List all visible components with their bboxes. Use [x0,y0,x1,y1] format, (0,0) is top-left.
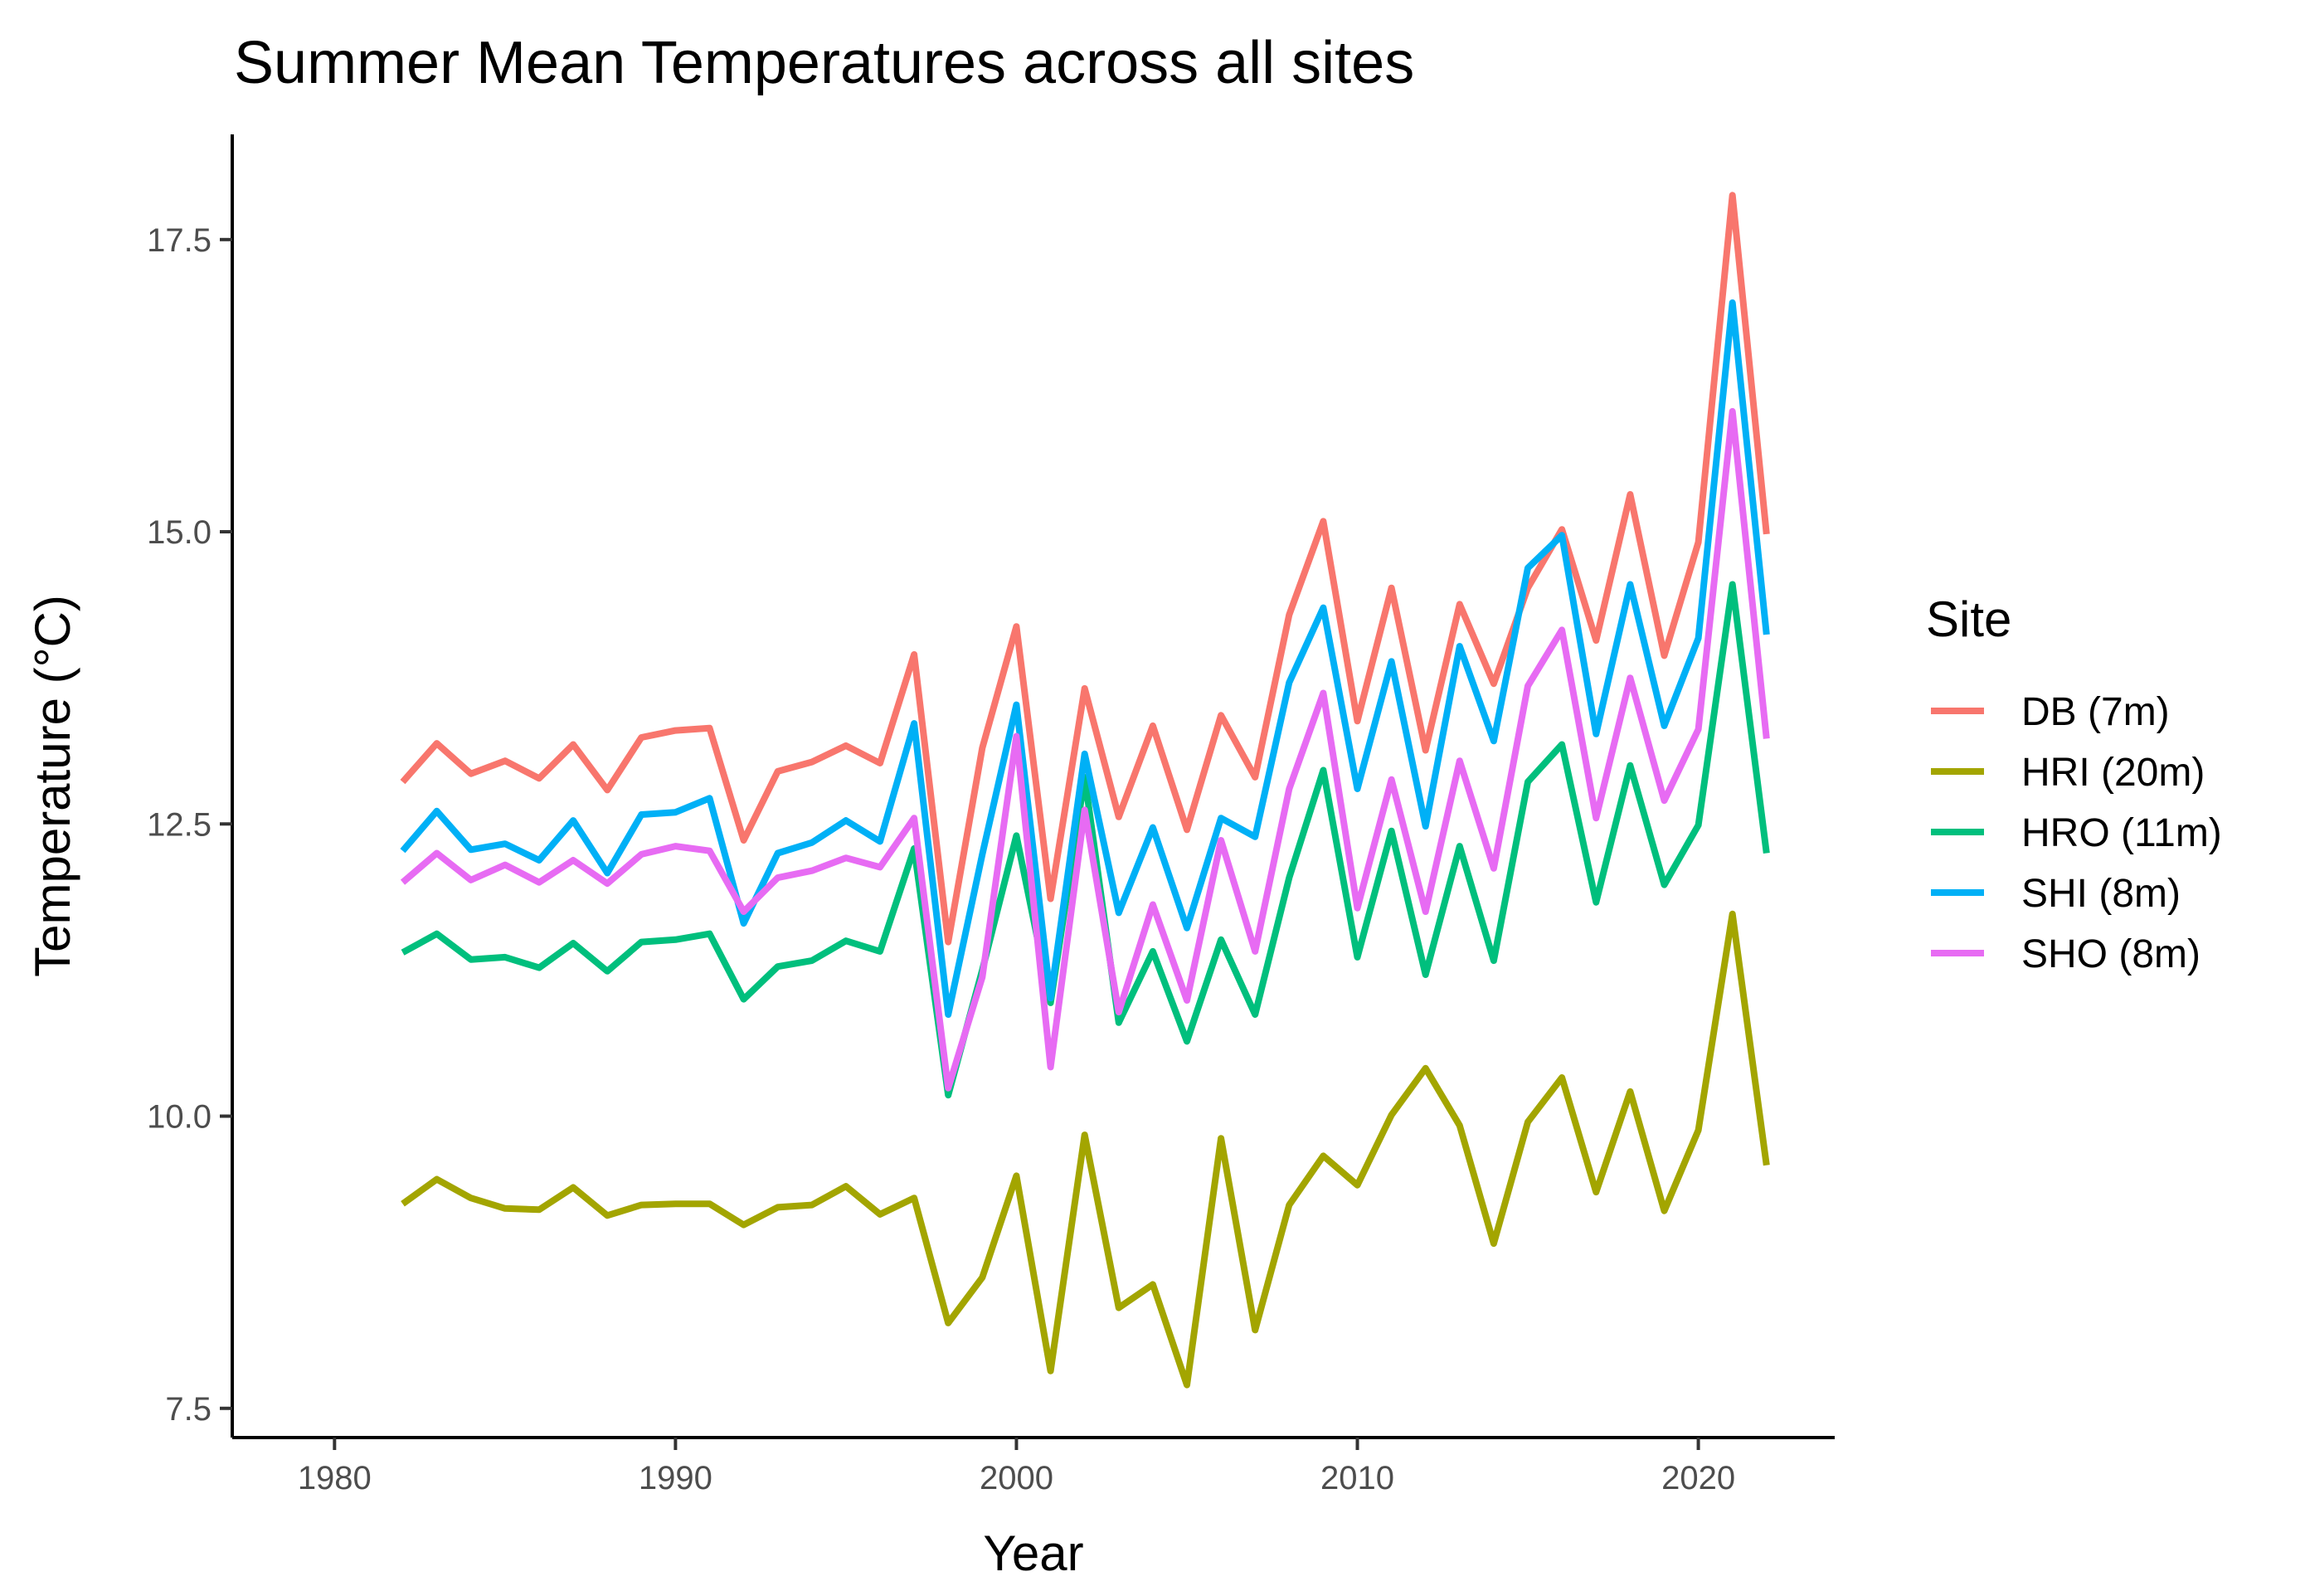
series-line-2 [401,581,1770,1099]
legend-label: SHO (8m) [2021,932,2200,976]
y-tick-label: 12.5 [147,806,212,843]
legend-items: DB (7m) HRI (20m) HRO (11m) SHI (8m) SHO (8m… [1931,690,2222,976]
legend-label: DB (7m) [2021,690,2170,734]
x-axis-title: Year [983,1525,1083,1581]
series-line-3 [400,299,1770,1018]
series-line-4 [400,407,1770,1092]
x-tick-label: 1980 [298,1460,372,1496]
legend-label: HRI (20m) [2021,751,2205,795]
series-line-0 [400,192,1770,946]
y-tick-label: 10.0 [147,1099,212,1136]
y-tick-label: 17.5 [147,222,212,259]
x-axis-ticks: 1980 1990 2000 2010 2020 [298,1438,1735,1496]
legend-title: Site [1926,591,2011,647]
y-axis-ticks: 7.5 10.0 12.5 15.0 17.5 [147,222,232,1428]
x-tick-label: 2000 [980,1460,1053,1496]
x-tick-label: 1990 [639,1460,712,1496]
y-tick-label: 7.5 [165,1391,212,1428]
chart-title: Summer Mean Temperatures across all site… [234,30,1414,96]
legend-label: SHI (8m) [2021,872,2181,916]
plot-lines [400,192,1770,1389]
series-line-1 [401,910,1770,1389]
legend: Site DB (7m) HRI (20m) HRO (11m) SHI (8m) SH… [1926,591,2222,976]
x-tick-label: 2010 [1320,1460,1394,1496]
y-tick-label: 15.0 [147,514,212,551]
y-axis-title: Temperature (°C) [25,595,80,977]
x-tick-label: 2020 [1661,1460,1735,1496]
legend-label: HRO (11m) [2021,811,2222,855]
